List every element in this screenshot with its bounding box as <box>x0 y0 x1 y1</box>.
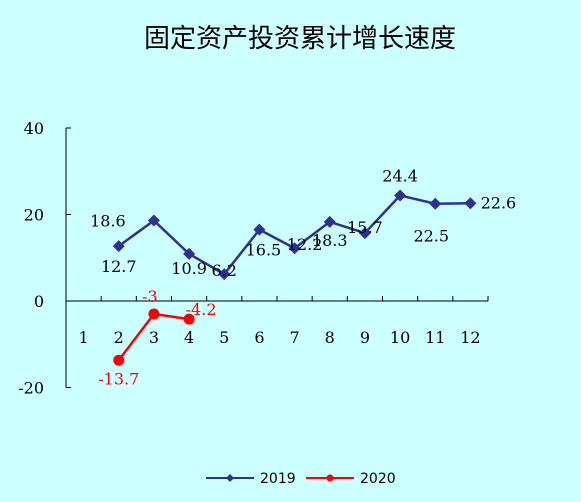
x-tick-label: 9 <box>360 328 370 347</box>
x-tick-label: 2 <box>114 328 124 347</box>
legend-marker <box>326 474 334 482</box>
data-point <box>113 354 125 366</box>
data-point <box>464 197 477 210</box>
x-tick-label: 11 <box>425 328 445 347</box>
data-label: 18.3 <box>312 231 348 250</box>
x-tick-label: 5 <box>219 328 229 347</box>
legend-label: 2020 <box>360 471 396 487</box>
data-point <box>147 214 160 227</box>
data-label: 15.7 <box>347 218 383 237</box>
data-label: 10.9 <box>171 259 207 278</box>
x-tick-label: 3 <box>149 328 159 347</box>
legend-item-2019: 2019 <box>206 471 296 487</box>
data-point <box>183 313 195 325</box>
y-tick-label: 40 <box>24 119 44 138</box>
data-point <box>183 247 196 260</box>
y-tick-label: 0 <box>34 292 44 311</box>
legend: 2019 2020 <box>206 471 396 487</box>
data-point <box>218 268 231 281</box>
series-2019: 12.7 18.6 10.9 6.2 16.5 12.218.315.7 24.4 22.5 2… <box>90 166 517 281</box>
data-label: 6.2 <box>212 261 237 280</box>
legend-label: 2019 <box>260 471 296 487</box>
data-label: 22.6 <box>481 193 517 212</box>
chart-title: 固定资产投资累计增长速度 <box>144 24 456 54</box>
data-label: 18.6 <box>90 212 126 231</box>
legend-item-2020: 2020 <box>306 471 396 487</box>
data-label: 24.4 <box>382 166 418 185</box>
data-label: -4.2 <box>186 300 217 319</box>
legend-marker <box>226 474 234 482</box>
data-label: 16.5 <box>246 241 282 260</box>
data-point <box>288 242 301 255</box>
x-tick-label: 8 <box>325 328 335 347</box>
data-label: 12.2 <box>287 235 323 254</box>
x-tick-label: 4 <box>184 328 194 347</box>
x-tick-label: 1 <box>78 328 88 347</box>
data-point <box>323 215 336 228</box>
data-label: 12.7 <box>101 257 137 276</box>
x-tick-label: 12 <box>460 328 480 347</box>
data-point <box>358 227 371 240</box>
data-point <box>394 189 407 202</box>
data-point <box>148 308 160 320</box>
y-tick-label: 20 <box>24 206 44 225</box>
data-label: -13.7 <box>98 369 139 388</box>
data-point <box>429 197 442 210</box>
series-layer: 12.7 18.6 10.9 6.2 16.5 12.218.315.7 24.4 22.5 2… <box>90 166 516 388</box>
data-label: -3 <box>142 287 158 306</box>
data-label: 22.5 <box>413 227 449 246</box>
series-2020: -13.7 -3 -4.2 <box>98 287 216 388</box>
x-tick-label: 6 <box>254 328 264 347</box>
y-tick-label: -20 <box>18 379 44 398</box>
x-tick-label: 10 <box>390 328 410 347</box>
data-point <box>253 223 266 236</box>
x-tick-label: 7 <box>289 328 299 347</box>
data-point <box>112 240 125 253</box>
